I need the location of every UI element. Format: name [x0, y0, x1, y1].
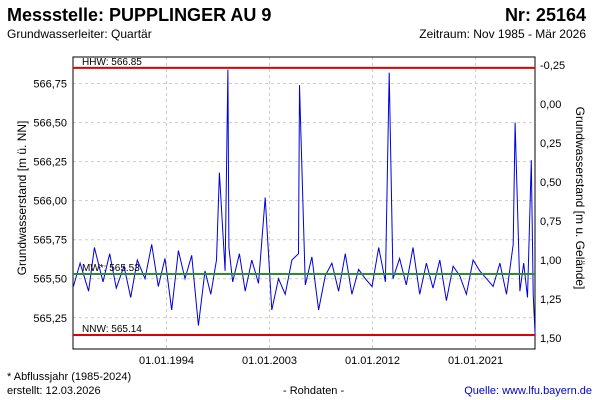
- y2-tick-label: 0,50: [540, 177, 561, 189]
- y-tick-label: 565,75: [33, 235, 67, 247]
- y2-tick-label: 0,25: [540, 138, 561, 150]
- aquifer-label: Grundwasserleiter: Quartär: [7, 27, 152, 41]
- y-tick-label: 566,75: [33, 79, 67, 91]
- y2-axis-title: Grundwasserstand [m u. Gelände]: [573, 107, 587, 290]
- y-tick-label: 565,50: [33, 274, 67, 286]
- y2-tick-label: 1,00: [540, 255, 561, 267]
- footnote: * Abflussjahr (1985-2024): [7, 371, 132, 383]
- y2-tick-label: 0,75: [540, 216, 561, 228]
- reference-line-label: NNW: 565.14: [82, 324, 142, 335]
- y2-tick-label: 1,25: [540, 294, 561, 306]
- reference-line-label: MW*: 565.53: [82, 263, 140, 274]
- station-number: Nr: 25164: [504, 5, 586, 25]
- raw-data-note: - Rohdaten -: [283, 385, 345, 397]
- reference-lines: HHW: 566.85 MW*: 565.53 NNW: 565.14: [73, 57, 535, 336]
- x-tick-label: 01.01.1994: [139, 355, 194, 367]
- axis-ticks: 565,25 565,50 565,75 566,00 566,25 566,50 566,…: [33, 60, 565, 367]
- source-link[interactable]: Quelle: www.lfu.bayern.de: [464, 385, 592, 397]
- y-axis-title: Grundwasserstand [m ü. NN]: [15, 121, 29, 276]
- y-tick-label: 566,50: [33, 118, 67, 130]
- created-date: erstellt: 12.03.2026: [7, 385, 101, 397]
- y2-tick-label: 1,50: [540, 333, 561, 345]
- period-label: Zeitraum: Nov 1985 - Mär 2026: [419, 27, 586, 41]
- y2-tick-label: 0,00: [540, 99, 561, 111]
- y-tick-label: 566,25: [33, 157, 67, 169]
- y-tick-label: 565,25: [33, 313, 67, 325]
- groundwater-series-line: [72, 69, 536, 335]
- x-tick-label: 01.01.2003: [242, 355, 297, 367]
- x-tick-label: 01.01.2021: [448, 355, 503, 367]
- x-tick-label: 01.01.2012: [345, 355, 400, 367]
- grid-lines: [73, 57, 535, 349]
- y2-tick-label: -0,25: [540, 60, 565, 72]
- page-title: Messstelle: PUPPLINGER AU 9: [7, 5, 272, 25]
- y-tick-label: 566,00: [33, 196, 67, 208]
- plot-frame: [72, 56, 536, 350]
- reference-line-label: HHW: 566.85: [82, 57, 142, 68]
